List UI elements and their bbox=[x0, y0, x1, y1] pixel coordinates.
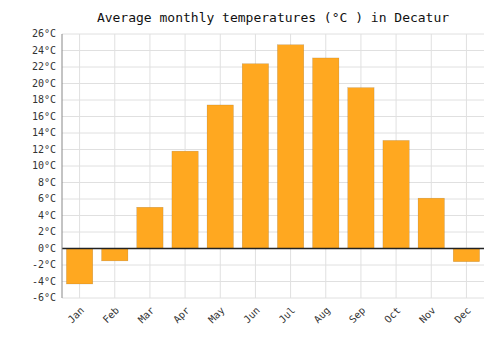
y-tick-label: 4°C bbox=[38, 210, 56, 221]
y-tick-label: 24°C bbox=[32, 45, 56, 56]
y-grid-line bbox=[62, 149, 484, 150]
y-grid-line bbox=[62, 182, 484, 183]
y-tick-label: -6°C bbox=[32, 292, 56, 303]
y-grid-line bbox=[62, 67, 484, 68]
y-grid-line bbox=[62, 133, 484, 134]
y-tick-label: -2°C bbox=[32, 259, 56, 270]
bar: Nov: 6.1 bbox=[418, 198, 444, 248]
bar: Sep: 19.5 bbox=[348, 88, 374, 249]
y-grid-line bbox=[62, 298, 484, 299]
bar: Oct: 13.1 bbox=[383, 140, 409, 248]
x-tick-label: Jan bbox=[66, 305, 87, 326]
x-tick-label: Apr bbox=[171, 305, 192, 326]
y-tick-label: 0°C bbox=[38, 243, 56, 254]
x-tick-label: Sep bbox=[347, 305, 368, 326]
y-axis-line bbox=[62, 34, 63, 298]
page: {"chart_data": {"type": "bar", "title": … bbox=[0, 0, 500, 350]
x-tick-label: Dec bbox=[452, 305, 473, 326]
x-tick-label: Feb bbox=[101, 305, 122, 326]
y-tick-label: 18°C bbox=[32, 94, 56, 105]
y-tick-label: 2°C bbox=[38, 226, 56, 237]
title: Average monthly temperatures (°C ) in De… bbox=[97, 10, 449, 25]
bar: Jun: 22.4 bbox=[242, 64, 268, 249]
x-grid-line bbox=[431, 34, 432, 298]
y-tick-label: 14°C bbox=[32, 127, 56, 138]
y-grid-line bbox=[62, 50, 484, 51]
x-tick-label: Nov bbox=[417, 305, 438, 326]
x-grid-line bbox=[149, 34, 150, 298]
y-tick-label: 20°C bbox=[32, 78, 56, 89]
bar: Jul: 24.7 bbox=[277, 45, 303, 249]
bar: May: 17.4 bbox=[207, 105, 233, 249]
y-grid-line bbox=[62, 83, 484, 84]
bar: Mar: 5 bbox=[137, 207, 163, 248]
y-tick-label: 22°C bbox=[32, 61, 56, 72]
y-grid-line bbox=[62, 34, 484, 35]
baseline bbox=[62, 248, 484, 250]
bar: Apr: 11.8 bbox=[172, 151, 198, 248]
y-tick-label: 10°C bbox=[32, 160, 56, 171]
y-grid-line bbox=[62, 166, 484, 167]
y-axis: -6°C -4°C -2°C 0°C 2°C 4°C 6°C 8°C 10°C 12°C 14°C 1… bbox=[32, 28, 56, 303]
x-tick-label: Jul bbox=[277, 305, 298, 326]
y-grid-line bbox=[62, 265, 484, 266]
chart-container: Jan: -4.3 Feb: -1.5 Mar: 5 Apr: 11.8 May: 17… bbox=[0, 0, 500, 350]
x-tick-label: Mar bbox=[136, 305, 157, 326]
chart: Jan: -4.3 Feb: -1.5 Mar: 5 Apr: 11.8 May: 17… bbox=[0, 0, 500, 350]
y-tick-label: 6°C bbox=[38, 193, 56, 204]
x-tick-label: Jun bbox=[241, 305, 262, 326]
y-grid-line bbox=[62, 248, 484, 249]
y-tick-label: -4°C bbox=[32, 276, 56, 287]
x-axis: Jan Feb Mar Apr May Jun Jul Aug Sep Oct Nov Dec bbox=[66, 305, 473, 326]
x-tick-label: May bbox=[206, 305, 227, 326]
y-tick-label: 26°C bbox=[32, 28, 56, 39]
x-tick-label: Aug bbox=[312, 305, 333, 326]
bar: Feb: -1.5 bbox=[102, 249, 128, 261]
bar: Dec: -1.6 bbox=[453, 249, 479, 262]
bar: Jan: -4.3 bbox=[66, 249, 92, 284]
y-grid-line bbox=[62, 100, 484, 101]
y-grid-line bbox=[62, 116, 484, 117]
y-tick-label: 12°C bbox=[32, 144, 56, 155]
y-grid-line bbox=[62, 281, 484, 282]
x-tick-label: Oct bbox=[382, 305, 403, 326]
y-tick-label: 16°C bbox=[32, 111, 56, 122]
grid bbox=[62, 34, 484, 298]
bar: Aug: 23.1 bbox=[313, 58, 339, 249]
y-tick-label: 8°C bbox=[38, 177, 56, 188]
